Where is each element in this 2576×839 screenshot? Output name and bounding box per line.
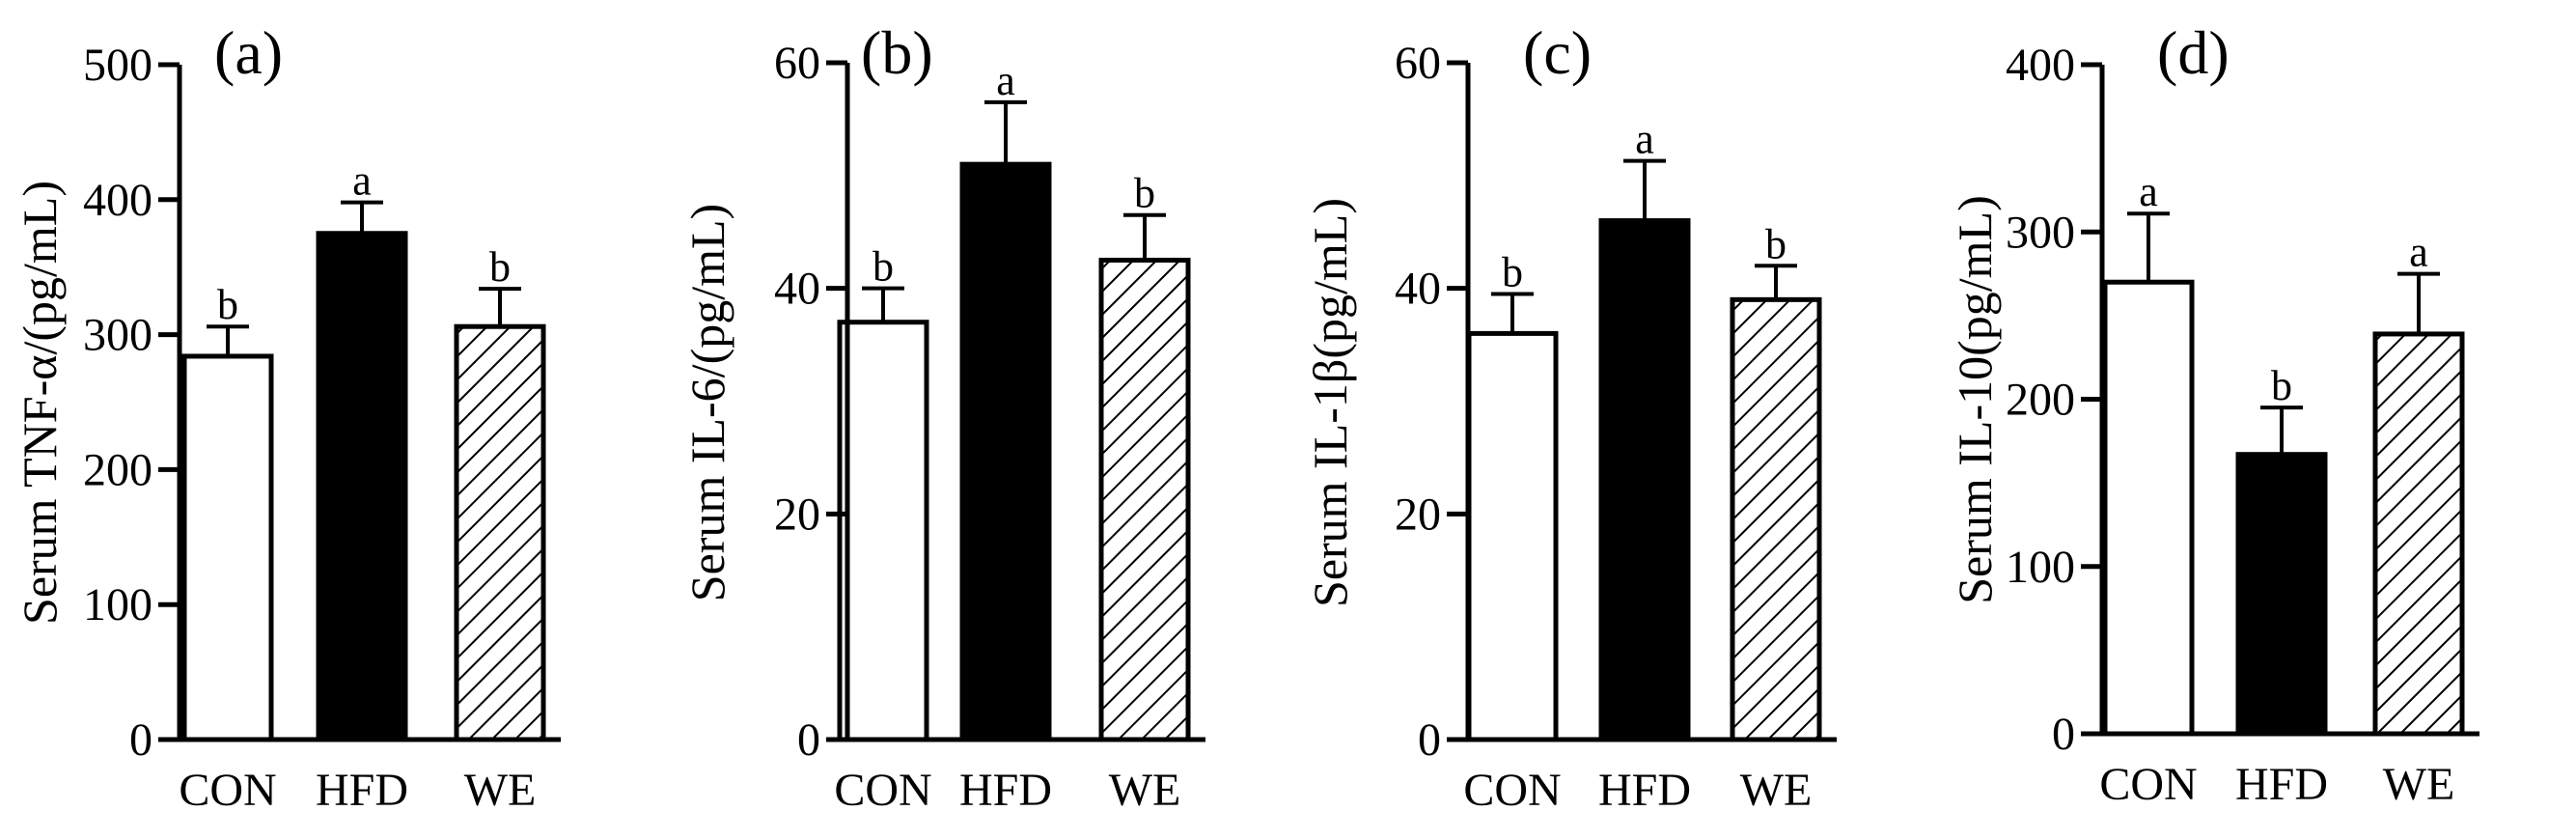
x-tick-label: WE [464,765,537,816]
bar-con [837,320,929,742]
panel-label: (c) [1523,18,1592,87]
y-tick-label: 200 [83,444,152,495]
y-tick-label: 0 [1418,714,1441,766]
y-axis-label: Serum TNF-α/(pg/mL) [13,181,67,625]
y-tick-label: 200 [2006,375,2075,426]
y-axis-label: Serum IL-1β(pg/mL) [1303,198,1357,607]
y-tick-label: 0 [797,714,820,766]
significance-label: a [996,57,1015,104]
y-tick-label: 100 [83,579,152,630]
y-axis-label: Serum IL-6/(pg/mL) [680,204,734,601]
significance-label: a [1635,116,1654,163]
significance-label: b [1134,170,1155,217]
y-tick-label: 20 [1395,489,1441,540]
significance-label: a [2409,229,2428,276]
y-tick-label: 100 [2006,542,2075,593]
y-axis-label: Serum IL-10(pg/mL) [1948,195,2002,604]
significance-label: b [1765,220,1787,267]
significance-label: b [873,243,894,291]
x-tick-label: CON [1463,765,1561,816]
y-tick-label: 0 [129,714,152,766]
x-tick-label: WE [1109,765,1181,816]
y-tick-label: 500 [83,40,152,91]
bar-con [181,353,274,742]
bar-hfd [959,161,1052,742]
y-tick-label: 40 [774,264,820,315]
x-tick-label: HFD [959,765,1052,816]
y-tick-label: 60 [774,38,820,89]
bar-we [454,323,546,742]
panel-label: (a) [214,18,283,87]
y-tick-label: 60 [1395,38,1441,89]
bar-hfd [2235,452,2328,737]
y-tick-label: 400 [2006,40,2075,91]
y-tick-label: 300 [83,310,152,361]
bar-we [2372,331,2465,737]
chart-panel-3: b CON a HFD b WE 0 20 40 60 Serum IL-1β(pg/mL) (c) [1303,18,1837,816]
x-tick-label: HFD [1598,765,1691,816]
significance-label: a [352,157,372,205]
y-tick-label: 400 [83,175,152,226]
significance-label: b [2271,362,2292,409]
bar-hfd [1598,218,1691,742]
panel-label: (b) [861,18,933,87]
bar-we [1098,257,1191,742]
bar-con [2102,279,2195,737]
significance-label: b [489,243,511,291]
chart-panel-1: b CON a HFD b WE 0 100 200 300 400 500 Serum TNF-α/(… [13,18,561,816]
significance-label: b [1502,249,1523,296]
significance-label: a [2139,168,2158,215]
x-tick-label: WE [2383,759,2455,810]
bar-we [1730,296,1822,742]
bar-con [1466,330,1559,742]
y-tick-label: 300 [2006,207,2075,258]
x-tick-label: HFD [316,765,408,816]
y-tick-label: 40 [1395,264,1441,315]
chart-panel-4: a CON b HFD a WE 0 100 200 300 400 Serum IL-10(pg/m… [1948,18,2479,810]
x-tick-label: HFD [2235,759,2328,810]
panel-label: (d) [2157,18,2230,87]
y-tick-label: 0 [2052,709,2075,760]
significance-label: b [217,281,238,328]
x-tick-label: CON [179,765,276,816]
x-tick-label: CON [2099,759,2197,810]
y-tick-label: 20 [774,489,820,540]
x-tick-label: CON [834,765,931,816]
x-tick-label: WE [1740,765,1813,816]
chart-panel-2: b CON a HFD b WE 0 20 40 60 Serum IL-6/(pg/mL) (b) [680,18,1205,816]
bar-hfd [316,231,408,742]
